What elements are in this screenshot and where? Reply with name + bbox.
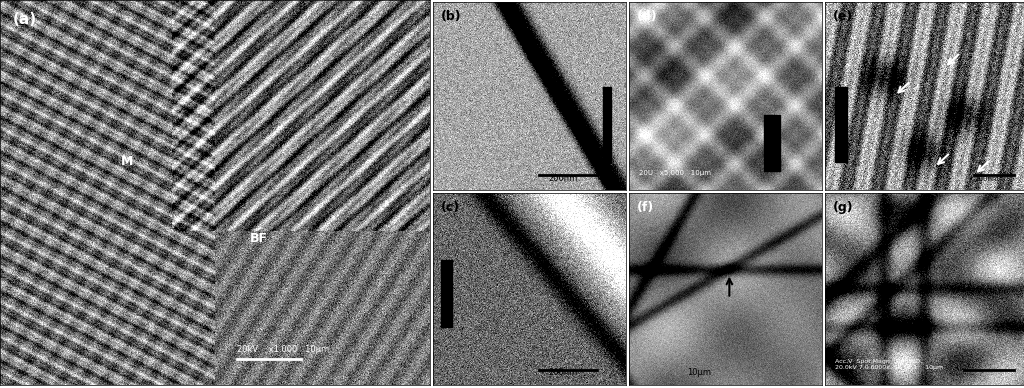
Bar bbox=[603, 87, 610, 162]
Bar bbox=[835, 87, 847, 162]
Text: 20U   x5,000   10μm: 20U x5,000 10μm bbox=[639, 170, 711, 176]
Text: (f): (f) bbox=[637, 201, 654, 214]
Text: 100nm: 100nm bbox=[974, 176, 999, 182]
Bar bbox=[764, 115, 779, 171]
Text: (a): (a) bbox=[13, 12, 37, 26]
Text: 200nm: 200nm bbox=[549, 368, 579, 378]
Text: (e): (e) bbox=[833, 10, 853, 23]
Text: 10μm: 10μm bbox=[687, 368, 711, 378]
Text: 200nm: 200nm bbox=[549, 173, 579, 183]
Text: (b): (b) bbox=[440, 10, 462, 23]
Text: BF: BF bbox=[250, 232, 267, 245]
Text: M: M bbox=[121, 155, 133, 168]
Bar bbox=[440, 260, 453, 327]
Text: (c): (c) bbox=[440, 201, 460, 214]
Text: 20kV    x1,000   10μm: 20kV x1,000 10μm bbox=[237, 345, 329, 354]
Text: (g): (g) bbox=[833, 201, 854, 214]
Text: (d): (d) bbox=[637, 10, 657, 23]
Text: Acc.V  Spot Magn   Det WD
20.0kV 7.0 6000x  SE 11.1    10μm: Acc.V Spot Magn Det WD 20.0kV 7.0 6000x … bbox=[835, 359, 943, 370]
